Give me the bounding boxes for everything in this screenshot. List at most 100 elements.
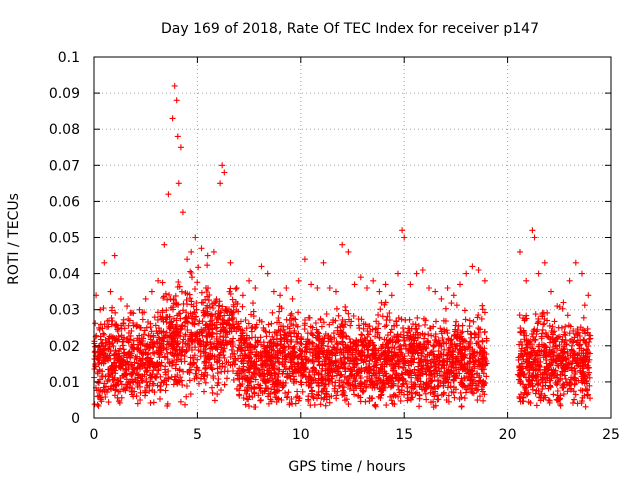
- scatter-point: [302, 355, 309, 362]
- scatter-point: [579, 362, 586, 369]
- scatter-point: [413, 389, 420, 396]
- scatter-point: [213, 319, 220, 326]
- scatter-point: [547, 351, 554, 358]
- scatter-point: [406, 389, 413, 396]
- scatter-point: [383, 322, 390, 329]
- scatter-point: [453, 355, 459, 362]
- scatter-point: [366, 323, 373, 329]
- scatter-point: [461, 346, 468, 353]
- scatter-point: [139, 351, 146, 358]
- scatter-point: [251, 404, 258, 410]
- scatter-point: [134, 400, 141, 407]
- scatter-point: [110, 343, 117, 350]
- scatter-point: [104, 389, 110, 396]
- scatter-point: [335, 346, 341, 353]
- scatter-point: [154, 317, 161, 323]
- scatter-point: [160, 334, 167, 341]
- scatter-point: [564, 388, 571, 395]
- scatter-point: [304, 330, 311, 337]
- scatter-point: [522, 386, 529, 393]
- scatter-point: [342, 307, 349, 314]
- scatter-point: [131, 359, 138, 366]
- scatter-point: [567, 338, 574, 344]
- scatter-point: [562, 323, 569, 330]
- scatter-point: [102, 394, 109, 400]
- scatter-point: [423, 379, 430, 386]
- scatter-point: [216, 354, 223, 361]
- scatter-point: [524, 344, 531, 351]
- scatter-point: [241, 339, 248, 346]
- scatter-point: [268, 386, 275, 393]
- scatter-point: [341, 373, 348, 380]
- scatter-point: [245, 396, 252, 403]
- scatter-point: [130, 364, 137, 371]
- scatter-point: [473, 340, 480, 347]
- scatter-point: [127, 380, 134, 387]
- scatter-point: [415, 322, 422, 329]
- scatter-point: [477, 377, 484, 384]
- scatter-point: [364, 346, 371, 353]
- scatter-point: [546, 399, 553, 406]
- scatter-point: [318, 371, 325, 378]
- scatter-point: [320, 351, 327, 358]
- scatter-point: [110, 364, 117, 371]
- scatter-point: [178, 323, 185, 330]
- scatter-point: [379, 361, 386, 368]
- scatter-point: [474, 314, 481, 321]
- scatter-point: [309, 331, 316, 338]
- scatter-point-peak: [579, 270, 585, 277]
- scatter-point: [395, 383, 401, 389]
- scatter-point: [260, 363, 267, 370]
- scatter-point: [101, 356, 108, 363]
- scatter-point: [279, 370, 286, 377]
- scatter-point: [430, 343, 437, 350]
- scatter-point-peak: [308, 281, 315, 288]
- scatter-point: [266, 329, 273, 336]
- scatter-point: [419, 366, 426, 373]
- scatter-point: [122, 366, 129, 373]
- scatter-point: [440, 317, 447, 324]
- scatter-point: [315, 370, 322, 377]
- scatter-point: [540, 342, 547, 349]
- y-tick-label: 0.06: [49, 194, 80, 210]
- scatter-point: [187, 295, 194, 302]
- scatter-point: [163, 381, 170, 388]
- scatter-point: [242, 317, 249, 323]
- scatter-point: [540, 354, 547, 361]
- scatter-point: [383, 402, 390, 409]
- scatter-point: [517, 338, 524, 345]
- scatter-point: [278, 397, 285, 403]
- scatter-point: [155, 363, 162, 370]
- scatter-point: [441, 346, 448, 353]
- scatter-point-peak: [554, 303, 561, 310]
- scatter-point: [146, 388, 153, 394]
- scatter-point: [554, 345, 561, 352]
- scatter-point: [536, 363, 543, 370]
- scatter-point: [150, 344, 157, 351]
- scatter-point: [364, 353, 371, 360]
- scatter-point: [142, 392, 148, 399]
- scatter-point: [145, 319, 151, 325]
- scatter-point: [585, 391, 591, 398]
- scatter-point: [154, 309, 161, 316]
- scatter-point: [108, 386, 115, 393]
- scatter-point: [390, 382, 397, 389]
- scatter-point: [95, 387, 102, 394]
- scatter-point: [145, 332, 152, 339]
- scatter-point: [286, 401, 293, 408]
- scatter-point: [227, 354, 234, 360]
- scatter-point: [309, 393, 316, 400]
- scatter-point: [251, 385, 258, 392]
- scatter-point-peak: [204, 252, 211, 259]
- scatter-point: [478, 315, 485, 322]
- scatter-point-peak: [413, 270, 420, 277]
- scatter-point: [438, 351, 445, 358]
- scatter-point: [379, 313, 386, 320]
- scatter-point: [165, 341, 171, 348]
- scatter-point: [181, 353, 188, 360]
- scatter-point: [462, 375, 469, 382]
- scatter-point: [583, 346, 590, 353]
- y-tick-label: 0.04: [49, 267, 80, 283]
- scatter-point-peak: [333, 288, 339, 295]
- scatter-point: [127, 354, 134, 360]
